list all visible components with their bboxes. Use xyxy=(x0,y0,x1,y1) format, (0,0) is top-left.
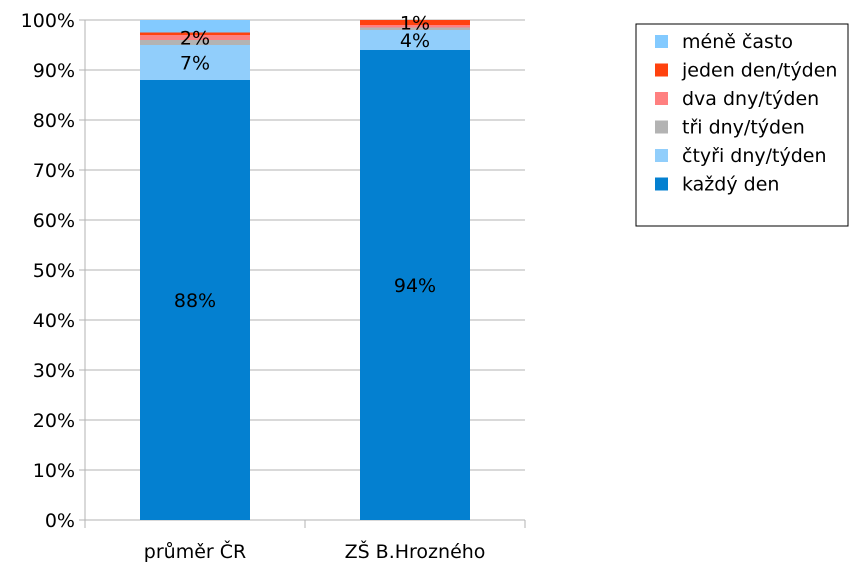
bar-segment xyxy=(140,35,250,40)
data-labels: 88% 7% 2% 94% 4%1% xyxy=(174,13,436,313)
bar-segment xyxy=(140,80,250,520)
legend: méně často jeden den/týden dva dny/týden tř… xyxy=(635,23,849,227)
legend-label: tři dny/týden xyxy=(682,117,805,139)
data-label: 94% xyxy=(394,275,436,297)
y-tick-label: 40% xyxy=(33,310,75,332)
data-label: 88% xyxy=(174,290,216,312)
bar-segment xyxy=(360,27,470,30)
bar-segment xyxy=(140,45,250,80)
legend-swatch xyxy=(655,92,668,105)
legend-swatch xyxy=(655,149,668,162)
bar-segment xyxy=(140,32,250,35)
y-tick-label: 100% xyxy=(21,10,75,32)
data-label: 1% xyxy=(400,13,430,35)
data-label: 2% xyxy=(180,28,210,50)
y-tick-label: 10% xyxy=(33,460,75,482)
bars xyxy=(140,20,470,520)
legend-swatch xyxy=(655,177,668,191)
legend-label: méně často xyxy=(682,31,793,53)
legend-label: jeden den/týden xyxy=(681,60,837,82)
legend-swatch xyxy=(655,35,668,48)
y-tick-label: 30% xyxy=(33,360,75,382)
y-tick-label: 80% xyxy=(33,110,75,132)
y-tick-label: 0% xyxy=(45,510,75,532)
bar-segment xyxy=(140,40,250,45)
legend-swatch xyxy=(655,63,668,77)
legend-label: každý den xyxy=(682,174,779,196)
bar-segment xyxy=(360,25,470,28)
bar-segment xyxy=(360,20,470,25)
y-tick-label: 20% xyxy=(33,410,75,432)
axes: 0% 10% 20% 30% 40% 50% 60% 70% 80% 90% 100% průměr … xyxy=(21,10,526,562)
category-label: ZŠ B.Hrozného xyxy=(345,539,486,562)
legend-label: dva dny/týden xyxy=(682,88,819,110)
bar-segment xyxy=(360,30,470,50)
bar-segment xyxy=(140,20,250,33)
legend-swatch xyxy=(655,120,668,134)
data-label: 4% xyxy=(400,30,430,52)
bar-segment xyxy=(360,50,470,520)
data-label: 7% xyxy=(180,53,210,75)
y-tick-label: 60% xyxy=(33,210,75,232)
legend-box xyxy=(635,23,849,227)
y-tick-label: 90% xyxy=(33,60,75,82)
y-tick-label: 50% xyxy=(33,260,75,282)
y-tick-label: 70% xyxy=(33,160,75,182)
legend-label: čtyři dny/týden xyxy=(682,145,827,167)
category-label: průměr ČR xyxy=(144,539,246,562)
